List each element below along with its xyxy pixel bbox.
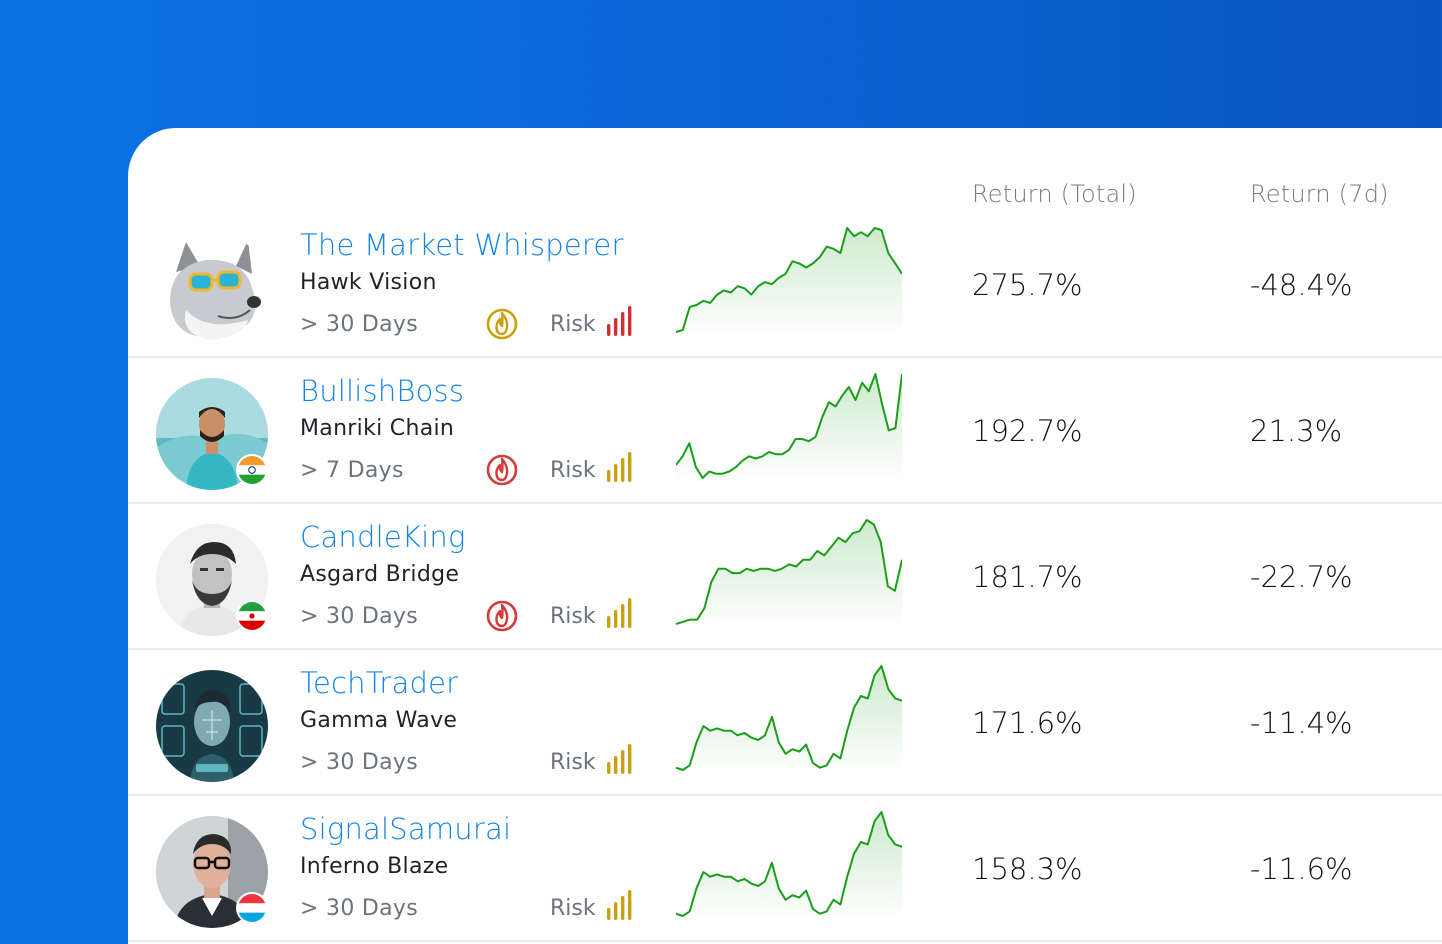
risk-bar <box>614 902 618 920</box>
risk-label: Risk <box>550 896 596 921</box>
strategy-name: Hawk Vision <box>300 270 437 295</box>
trader-name[interactable]: The Market Whisperer <box>300 228 624 262</box>
return-total-value: 192.7% <box>972 414 1083 448</box>
return-7d-value: -11.4% <box>1250 706 1353 740</box>
trading-period: > 30 Days <box>300 312 419 337</box>
strategy-name: Inferno Blaze <box>300 854 449 879</box>
risk-bar <box>621 896 625 920</box>
risk-bar <box>628 306 632 336</box>
sparkline-line <box>675 227 903 333</box>
india-flag-icon <box>236 454 268 486</box>
performance-sparkline <box>675 662 903 774</box>
risk-level-icon <box>605 304 635 338</box>
trader-name[interactable]: CandleKing <box>300 520 466 554</box>
risk-bar <box>628 744 632 774</box>
performance-sparkline <box>675 224 903 336</box>
risk-bar <box>607 324 611 336</box>
sparkline-line <box>675 665 903 771</box>
leaderboard-card: Return (Total) Return (7d) The Market Wh… <box>128 128 1442 944</box>
trader-name[interactable]: BullishBoss <box>300 374 465 408</box>
risk-bar <box>614 318 618 336</box>
performance-sparkline <box>675 516 903 628</box>
return-total-value: 171.6% <box>972 706 1083 740</box>
risk-bar <box>614 610 618 628</box>
risk-bar <box>614 464 618 482</box>
strategy-name: Gamma Wave <box>300 708 458 733</box>
fire-icon <box>486 452 518 486</box>
return-7d-value: -22.7% <box>1250 560 1353 594</box>
sparkline-area <box>676 520 902 628</box>
risk-label: Risk <box>550 312 596 337</box>
trader-row[interactable]: SignalSamurai Inferno Blaze > 30 Days Ri… <box>128 796 1442 942</box>
trading-period: > 7 Days <box>300 458 404 483</box>
strategy-name: Manriki Chain <box>300 416 455 441</box>
return-7d-value: -11.6% <box>1250 852 1353 886</box>
sparkline-line <box>675 811 903 917</box>
sparkline-area <box>676 228 902 336</box>
risk-level-icon <box>605 450 635 484</box>
risk-label: Risk <box>550 458 596 483</box>
risk-bar <box>607 762 611 774</box>
sparkline-line <box>675 519 903 625</box>
trader-avatar[interactable] <box>156 232 268 344</box>
risk-level-icon <box>605 888 635 922</box>
trader-row[interactable]: CandleKing Asgard Bridge > 30 Days Risk … <box>128 504 1442 650</box>
strategy-name: Asgard Bridge <box>300 562 460 587</box>
return-7d-value: 21.3% <box>1250 414 1343 448</box>
risk-bar <box>607 908 611 920</box>
return-total-value: 181.7% <box>972 560 1083 594</box>
risk-level-icon <box>605 742 635 776</box>
risk-label: Risk <box>550 750 596 775</box>
sparkline-area <box>676 666 902 774</box>
sparkline-area <box>676 374 902 482</box>
risk-bar <box>621 750 625 774</box>
risk-bar <box>628 452 632 482</box>
trader-avatar[interactable] <box>156 524 268 636</box>
risk-bar <box>628 890 632 920</box>
risk-level-icon <box>605 596 635 630</box>
return-7d-value: -48.4% <box>1250 268 1353 302</box>
trading-period: > 30 Days <box>300 896 419 921</box>
trading-period: > 30 Days <box>300 604 419 629</box>
risk-label: Risk <box>550 604 596 629</box>
risk-bar <box>628 598 632 628</box>
performance-sparkline <box>675 370 903 482</box>
return-total-value: 158.3% <box>972 852 1083 886</box>
trader-row[interactable]: BullishBoss Manriki Chain > 7 Days Risk … <box>128 358 1442 504</box>
sparkline-line <box>675 373 903 479</box>
trader-row[interactable]: TechTrader Gamma Wave > 30 Days Risk 171… <box>128 650 1442 796</box>
fire-icon <box>486 598 518 632</box>
luxembourg-flag-icon <box>236 892 268 924</box>
trading-period: > 30 Days <box>300 750 419 775</box>
trader-list: The Market Whisperer Hawk Vision > 30 Da… <box>128 212 1442 942</box>
risk-bar <box>607 616 611 628</box>
return-total-value: 275.7% <box>972 268 1083 302</box>
column-header-return-7d[interactable]: Return (7d) <box>1250 180 1389 208</box>
sparkline-area <box>676 812 902 920</box>
risk-bar <box>614 756 618 774</box>
fire-icon <box>486 306 518 340</box>
trader-row[interactable]: The Market Whisperer Hawk Vision > 30 Da… <box>128 212 1442 358</box>
column-header-return-total[interactable]: Return (Total) <box>972 180 1137 208</box>
risk-bar <box>621 312 625 336</box>
trader-name[interactable]: TechTrader <box>300 666 459 700</box>
risk-bar <box>621 458 625 482</box>
trader-name[interactable]: SignalSamurai <box>300 812 512 846</box>
performance-sparkline <box>675 808 903 920</box>
risk-bar <box>621 604 625 628</box>
trader-avatar[interactable] <box>156 670 268 782</box>
risk-bar <box>607 470 611 482</box>
iran-flag-icon <box>236 600 268 632</box>
